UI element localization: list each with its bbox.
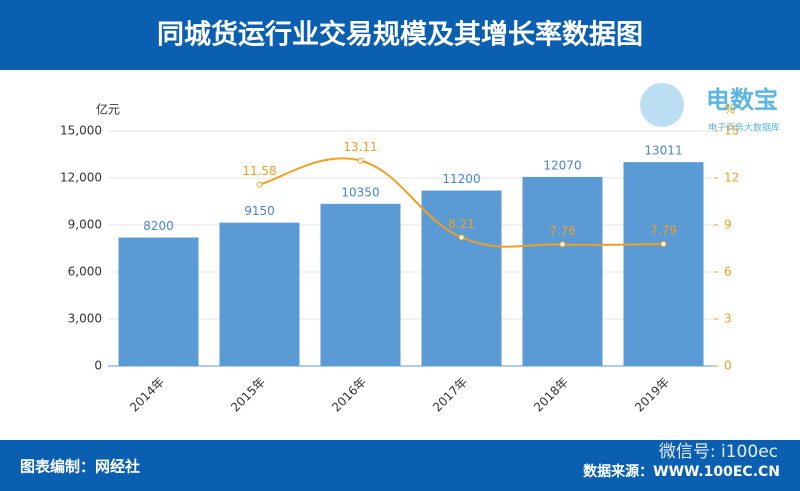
bar-value-label: 12070: [543, 158, 581, 172]
bar-value-label: 13011: [644, 144, 682, 158]
y2-tick-label: 12: [724, 171, 739, 185]
credit: 图表编制：网经社: [20, 458, 140, 476]
line-value-label: 8.21: [448, 217, 475, 231]
line-point: [256, 181, 263, 188]
bar-value-label: 8200: [143, 219, 174, 233]
watermark: 微信号: i100ec: [659, 442, 778, 462]
y2-tick-label: 15: [724, 124, 739, 138]
y-tick-label: 6,000: [68, 265, 102, 279]
y2-tick-label: 0: [724, 359, 732, 373]
y-tick-label: 15,000: [60, 124, 102, 138]
line-point: [458, 234, 465, 241]
logo-icon: [640, 83, 684, 127]
line-value-label: 11.58: [242, 164, 276, 178]
line-value-label: 13.11: [343, 140, 377, 154]
line-point: [660, 240, 667, 247]
y2-axis-label: %: [724, 103, 735, 117]
line-value-label: 7.79: [650, 223, 677, 237]
footer-bar: [0, 440, 800, 491]
line-value-label: 7.76: [549, 224, 576, 238]
source: 数据来源：WWW.100EC.CN: [583, 463, 780, 480]
bar-value-label: 9150: [244, 204, 275, 218]
bar: [219, 222, 300, 366]
bar-value-label: 11200: [442, 172, 480, 186]
title: 同城货运行业交易规模及其增长率数据图: [157, 19, 643, 51]
line-point: [357, 157, 364, 164]
y-axis-label: 亿元: [96, 102, 120, 117]
bar: [623, 162, 704, 366]
header-bar: [0, 0, 800, 70]
bar-value-label: 10350: [341, 185, 379, 199]
bar: [320, 203, 401, 366]
y2-tick-label: 6: [724, 265, 732, 279]
y-tick-label: 3,000: [68, 312, 102, 326]
bar: [118, 237, 199, 366]
y-tick-label: 12,000: [60, 171, 102, 185]
bar: [522, 176, 603, 366]
logo-name: 电数宝: [706, 86, 778, 114]
line-point: [559, 241, 566, 248]
y-tick-label: 0: [94, 359, 102, 373]
y2-tick-label: 9: [724, 218, 732, 232]
y-tick-label: 9,000: [68, 218, 102, 232]
y2-tick-label: 3: [724, 312, 732, 326]
logo-subtitle: 电子商务大数据库: [708, 122, 780, 134]
